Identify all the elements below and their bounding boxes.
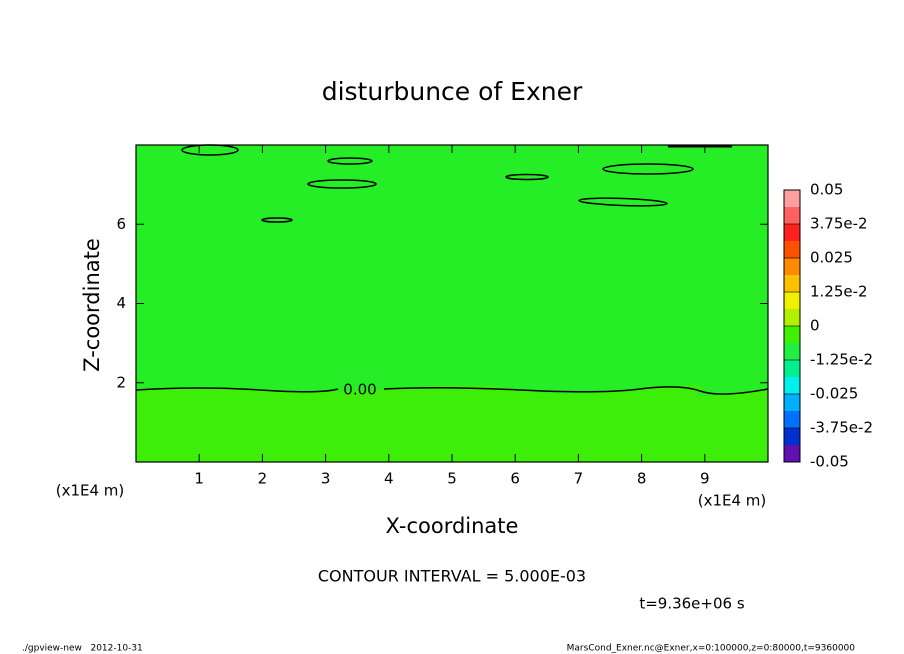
colorbar-tick-label: -3.75e-2 bbox=[810, 419, 873, 437]
colorbar-band bbox=[784, 258, 800, 276]
contour-line bbox=[602, 163, 694, 175]
footer-right: MarsCond_Exner.nc@Exner,x=0:100000,z=0:8… bbox=[567, 644, 856, 654]
colorbar-band bbox=[784, 275, 800, 293]
chart-title: disturbunce of Exner bbox=[322, 77, 583, 106]
contour-label: 0.00 bbox=[343, 381, 376, 399]
colorbar-tick-label: -1.25e-2 bbox=[810, 351, 873, 369]
x-tick-label: 6 bbox=[510, 470, 520, 488]
colorbar-tick-label: 3.75e-2 bbox=[810, 215, 868, 233]
contour-line bbox=[307, 179, 377, 189]
colorbar-tick-label: -0.025 bbox=[810, 385, 858, 403]
x-tick-label: 8 bbox=[637, 470, 647, 488]
colorbar-band bbox=[784, 309, 800, 327]
colorbar-tick-label: 0 bbox=[810, 317, 820, 335]
x-axis-label: X-coordinate bbox=[386, 514, 519, 538]
y-axis-label: Z-coordinate bbox=[80, 238, 104, 372]
colorbar-band bbox=[784, 190, 800, 208]
contour-interval: CONTOUR INTERVAL = 5.000E-03 bbox=[318, 567, 586, 586]
colorbar-band bbox=[784, 394, 800, 412]
colorbar-band bbox=[784, 343, 800, 361]
contour-line bbox=[261, 217, 293, 223]
colorbar-tick-label: 0.05 bbox=[810, 181, 843, 199]
x-tick-label: 1 bbox=[194, 470, 204, 488]
x-unit-label: (x1E4 m) bbox=[56, 482, 125, 500]
field-lower bbox=[136, 384, 768, 462]
colorbar-band bbox=[784, 224, 800, 242]
contour-line bbox=[578, 197, 668, 207]
footer-left: ./gpview-new 2012-10-31 bbox=[22, 644, 143, 654]
y-tick-label: 2 bbox=[116, 373, 126, 391]
x-tick-label: 4 bbox=[384, 470, 394, 488]
colorbar-band bbox=[784, 241, 800, 259]
colorbar-band bbox=[784, 428, 800, 446]
colorbar-band bbox=[784, 445, 800, 463]
colorbar-band bbox=[784, 292, 800, 310]
contour-line bbox=[383, 386, 769, 395]
colorbar-tick-label: -0.05 bbox=[810, 453, 849, 471]
contours bbox=[135, 144, 769, 395]
x-tick-label: 7 bbox=[574, 470, 584, 488]
contour-line bbox=[505, 173, 549, 181]
field bbox=[136, 145, 768, 462]
colorbar-band bbox=[784, 207, 800, 225]
contour-line bbox=[135, 387, 339, 393]
colorbar-tick-label: 0.025 bbox=[810, 249, 853, 267]
y-tick-label: 4 bbox=[116, 294, 126, 312]
colorbar-band bbox=[784, 360, 800, 378]
x-tick-label: 2 bbox=[258, 470, 268, 488]
colorbar-band bbox=[784, 411, 800, 429]
time-label: t=9.36e+06 s bbox=[639, 595, 745, 613]
colorbar-tick-label: 1.25e-2 bbox=[810, 283, 868, 301]
colorbar-band bbox=[784, 326, 800, 344]
x-tick-label: 3 bbox=[321, 470, 331, 488]
colorbar-band bbox=[784, 377, 800, 395]
y-tick-label: 6 bbox=[116, 215, 126, 233]
x-tick-label: 5 bbox=[447, 470, 457, 488]
contour-line bbox=[327, 157, 373, 165]
x-unit-label: (x1E4 m) bbox=[698, 492, 767, 510]
x-tick-label: 9 bbox=[700, 470, 710, 488]
